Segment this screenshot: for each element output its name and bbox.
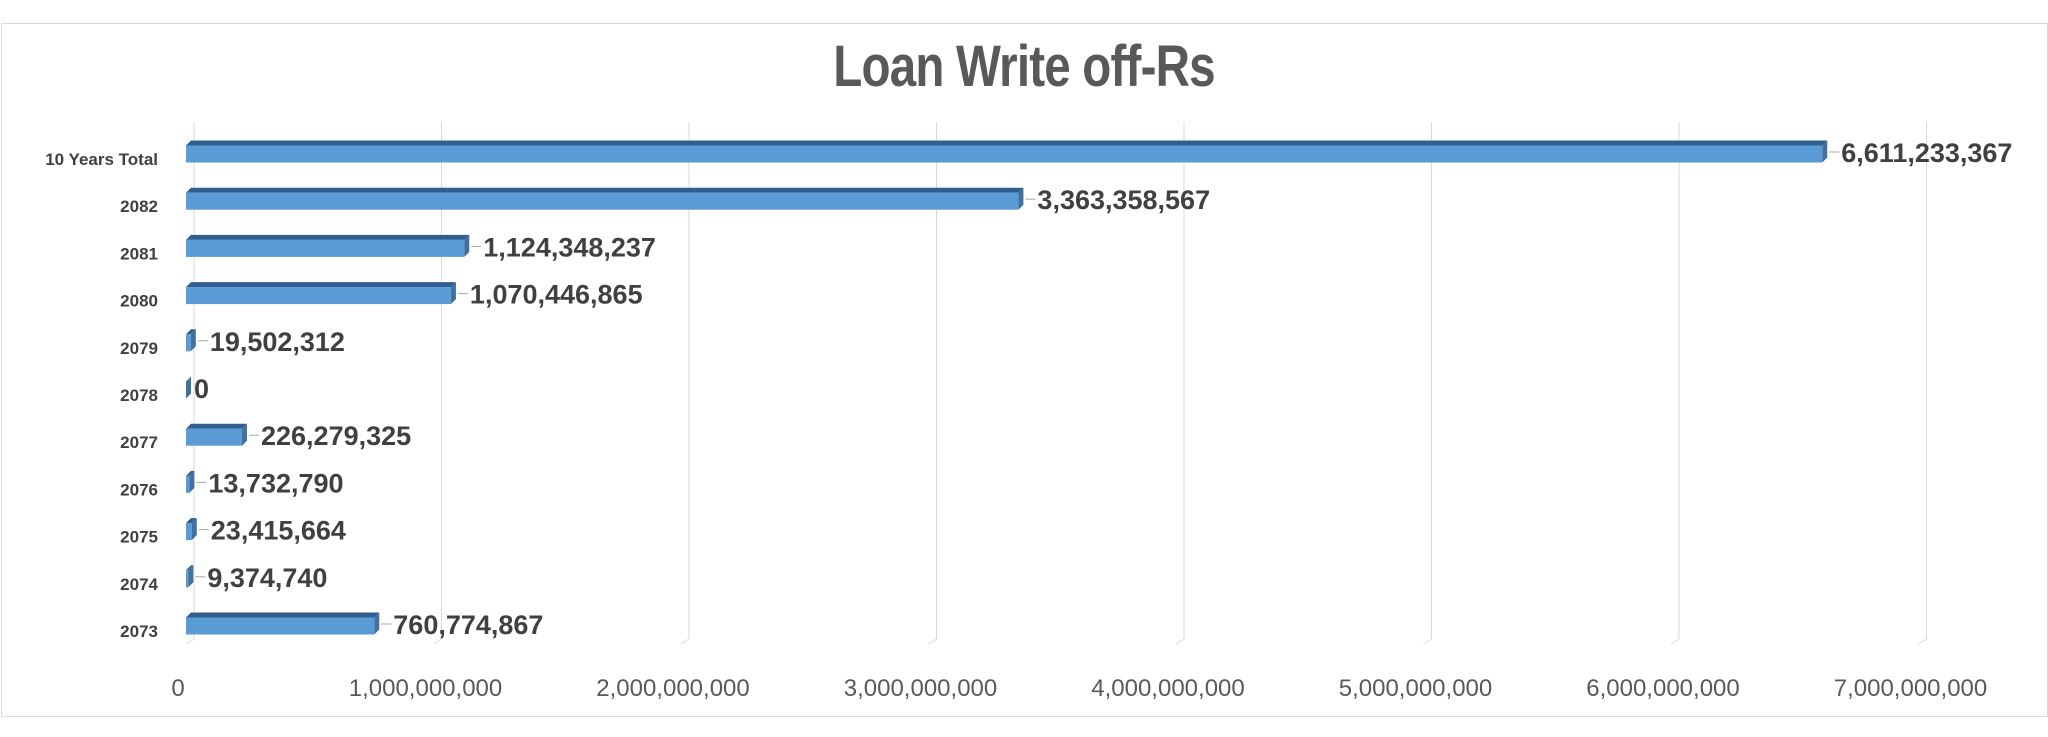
data-label: 23,415,664 <box>211 516 346 546</box>
data-label: 1,070,446,865 <box>470 280 643 310</box>
bar <box>186 523 192 541</box>
x-tick-label: 7,000,000,000 <box>1834 675 1987 702</box>
x-tick-label: 6,000,000,000 <box>1586 675 1739 702</box>
x-tick-label: 5,000,000,000 <box>1339 675 1492 702</box>
category-label: 2073 <box>120 622 158 641</box>
labels: 0 1,000,000,000 2,000,000,000 3,000,000,000… <box>45 138 2012 702</box>
bar-side-face <box>189 470 195 493</box>
data-label: 0 <box>194 374 209 404</box>
bar-side-face <box>191 518 197 541</box>
gridline-foot <box>680 638 690 645</box>
bar-side-face <box>186 376 191 399</box>
gridline-foot <box>928 638 937 645</box>
category-label: 2079 <box>120 339 158 358</box>
category-label: 2082 <box>120 197 158 216</box>
bars <box>186 140 1828 635</box>
bar-side-face <box>374 612 380 635</box>
data-label: 6,611,233,367 <box>1841 138 2012 168</box>
data-label: 1,124,348,237 <box>483 232 656 262</box>
bar <box>186 287 451 305</box>
bar <box>186 428 243 446</box>
gridline-foot <box>1918 638 1927 645</box>
bar-top-face <box>186 470 195 476</box>
gridline-foot <box>1670 638 1680 645</box>
category-label: 2078 <box>120 386 158 405</box>
x-tick-label: 3,000,000,000 <box>844 675 997 702</box>
chart-title: Loan Write off-Rs <box>833 34 1215 99</box>
gridline-foot <box>1175 638 1185 645</box>
gridline-foot <box>185 638 195 645</box>
data-label: 3,363,358,567 <box>1037 185 1210 215</box>
bar <box>186 475 190 493</box>
category-label: 2081 <box>120 244 158 263</box>
bar <box>186 334 191 352</box>
bar-side-face <box>188 565 194 588</box>
bar-side-face <box>450 282 456 305</box>
bar-top-face <box>186 565 194 571</box>
bar <box>186 570 189 588</box>
bar-top-face <box>186 140 1828 146</box>
x-tick-label: 4,000,000,000 <box>1091 675 1244 702</box>
data-label: 19,502,312 <box>210 327 345 357</box>
gridline-foot <box>433 638 442 645</box>
bar-top-face <box>186 423 248 429</box>
bar-top-face <box>186 518 197 524</box>
data-label: 13,732,790 <box>208 468 343 498</box>
bar-side-face <box>190 329 196 352</box>
category-label: 2075 <box>120 528 158 547</box>
category-label: 2080 <box>120 292 158 311</box>
category-label: 2076 <box>120 480 158 499</box>
data-label: 226,279,325 <box>261 421 411 451</box>
bar-side-face <box>464 234 470 257</box>
bar-top-face <box>186 234 470 240</box>
data-label: 760,774,867 <box>393 610 543 640</box>
x-tick-label: 0 <box>171 675 184 702</box>
x-tick-label: 1,000,000,000 <box>349 675 502 702</box>
gridline-foot <box>1423 638 1432 645</box>
bar-side-face <box>242 423 248 446</box>
category-label: 10 Years Total <box>45 150 158 169</box>
category-label: 2074 <box>120 575 158 594</box>
bar <box>186 192 1019 210</box>
bar <box>186 617 375 635</box>
x-tick-label: 2,000,000,000 <box>596 675 749 702</box>
bar-side-face <box>1822 140 1828 163</box>
bar-top-face <box>186 329 196 335</box>
bar <box>186 239 465 257</box>
bar-top-face <box>186 187 1024 193</box>
data-label: 9,374,740 <box>207 563 327 593</box>
category-label: 2077 <box>120 433 158 452</box>
chart-frame <box>1 23 2048 717</box>
bar-side-face <box>1018 187 1024 210</box>
bar <box>186 145 1823 163</box>
bar-top-face <box>186 612 380 618</box>
bar-top-face <box>186 282 456 288</box>
